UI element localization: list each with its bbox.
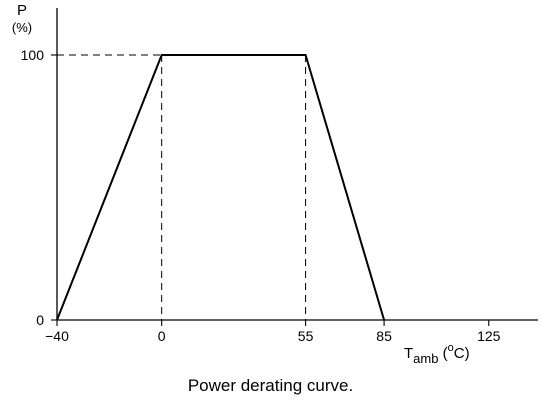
derating-curve-0 (56, 54, 386, 321)
y-tick-label-1: 100 (21, 47, 45, 63)
x-axis-unit-sup: o (448, 342, 454, 354)
x-axis-label-sub: amb (413, 351, 438, 366)
x-axis-unit-close: C) (454, 345, 470, 362)
x-tick-label-1: 0 (158, 328, 166, 344)
y-tick-label-0: 0 (36, 312, 44, 328)
x-axis-label-main: T (404, 345, 413, 362)
axes (51, 8, 538, 326)
x-tick-label-0: −40 (45, 328, 69, 344)
x-tick-label-2: 55 (298, 328, 314, 344)
x-tick-label-4: 125 (477, 328, 501, 344)
guide-lines (57, 54, 307, 320)
x-tick-label-3: 85 (376, 328, 392, 344)
x-axis-unit-open: ( (438, 345, 447, 362)
chart-caption: Power derating curve. (187, 376, 354, 395)
x-axis-label: Tamb (oC) (404, 342, 470, 366)
y-axis-unit: (%) (12, 20, 32, 35)
y-axis-label: P (17, 2, 27, 19)
data-series (56, 54, 386, 321)
